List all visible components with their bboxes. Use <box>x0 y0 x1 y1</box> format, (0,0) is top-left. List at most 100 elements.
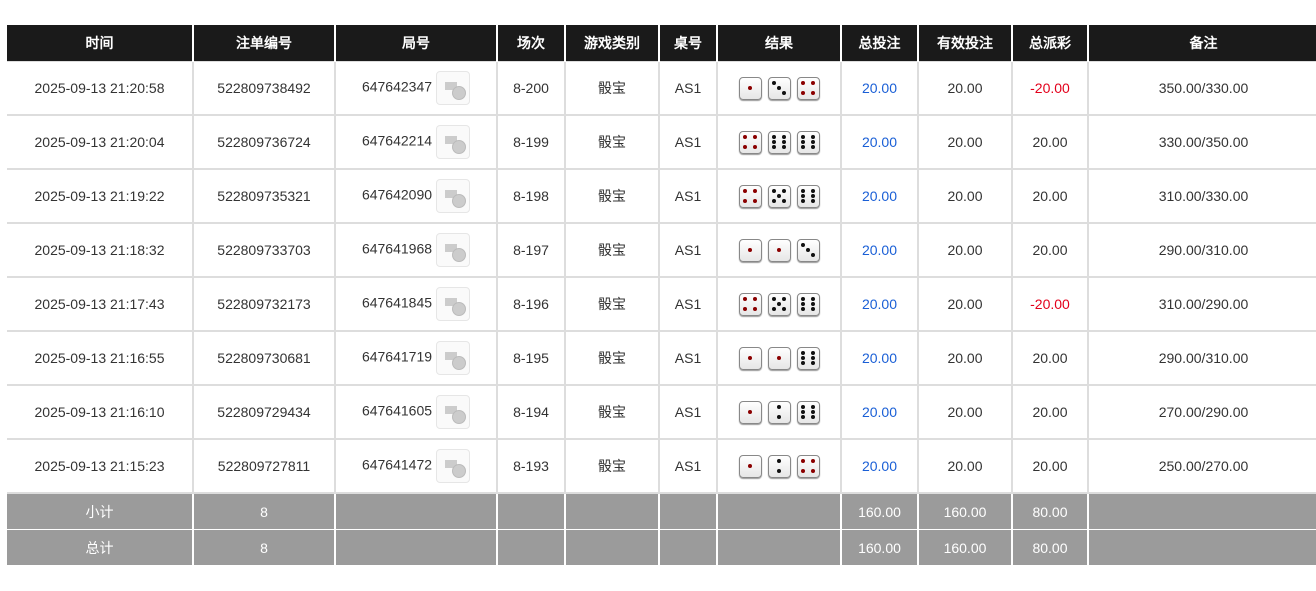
round-cell: 647642214 <box>335 114 498 170</box>
session-cell: 8-198 <box>497 168 566 224</box>
total-bet-cell: 20.00 <box>841 276 919 332</box>
total-bet-cell: 20.00 <box>841 438 919 494</box>
dice-5-icon <box>767 292 791 316</box>
column-header: 总派彩 <box>1012 25 1089 62</box>
result-cell <box>717 61 842 116</box>
total-valid-bet: 160.00 <box>918 529 1013 566</box>
payout-cell: 20.00 <box>1012 438 1089 494</box>
video-replay-icon[interactable] <box>436 287 471 321</box>
empty-cell <box>565 492 660 530</box>
note-cell: 330.00/350.00 <box>1088 114 1316 170</box>
result-cell <box>717 168 842 224</box>
payout-cell: 20.00 <box>1012 222 1089 278</box>
session-cell: 8-194 <box>497 384 566 440</box>
session-cell: 8-200 <box>497 61 566 116</box>
table-cell: AS1 <box>659 330 718 386</box>
table-header: 时间 注单编号 局号 场次 游戏类别 桌号 结果 总投注 有效投注 总派彩 备注 <box>7 25 1316 62</box>
dice-6-icon <box>796 130 820 154</box>
dice-1-icon <box>738 76 762 100</box>
game-type-cell: 骰宝 <box>565 384 660 440</box>
total-bet-cell: 20.00 <box>841 222 919 278</box>
dice-4-icon <box>796 454 820 478</box>
session-cell: 8-193 <box>497 438 566 494</box>
bet-id-cell: 522809736724 <box>193 114 336 170</box>
bet-id-cell: 522809727811 <box>193 438 336 494</box>
session-cell: 8-195 <box>497 330 566 386</box>
note-cell: 270.00/290.00 <box>1088 384 1316 440</box>
table-row: 2025-09-13 21:16:10 522809729434 647641605… <box>7 384 1316 440</box>
table-row: 2025-09-13 21:17:43 522809732173 647641845… <box>7 276 1316 332</box>
empty-cell <box>1088 529 1316 566</box>
game-type-cell: 骰宝 <box>565 114 660 170</box>
column-header: 游戏类别 <box>565 25 660 62</box>
total-row: 总计 8 160.00 160.00 80.00 <box>7 529 1316 566</box>
empty-cell <box>659 529 718 566</box>
round-number: 647641719 <box>361 348 433 365</box>
game-type-cell: 骰宝 <box>565 168 660 224</box>
result-cell <box>717 330 842 386</box>
payout-cell: 20.00 <box>1012 114 1089 170</box>
result-cell <box>717 384 842 440</box>
empty-cell <box>565 529 660 566</box>
round-number: 647642214 <box>361 132 433 149</box>
valid-bet-cell: 20.00 <box>918 276 1013 332</box>
total-bet-cell: 20.00 <box>841 330 919 386</box>
game-type-cell: 骰宝 <box>565 61 660 116</box>
video-replay-icon[interactable] <box>436 71 471 105</box>
session-cell: 8-196 <box>497 276 566 332</box>
round-number: 647642090 <box>361 186 433 203</box>
note-cell: 250.00/270.00 <box>1088 438 1316 494</box>
time-cell: 2025-09-13 21:20:04 <box>7 114 194 170</box>
video-replay-icon[interactable] <box>436 341 471 375</box>
dice-4-icon <box>738 130 762 154</box>
column-header: 备注 <box>1088 25 1316 62</box>
note-cell: 350.00/330.00 <box>1088 61 1316 116</box>
time-cell: 2025-09-13 21:16:10 <box>7 384 194 440</box>
dice-1-icon <box>767 238 791 262</box>
empty-cell <box>497 529 566 566</box>
bet-id-cell: 522809738492 <box>193 61 336 116</box>
bet-id-cell: 522809730681 <box>193 330 336 386</box>
dice-2-icon <box>767 454 791 478</box>
payout-cell: 20.00 <box>1012 168 1089 224</box>
payout-cell: 20.00 <box>1012 330 1089 386</box>
valid-bet-cell: 20.00 <box>918 168 1013 224</box>
video-replay-icon[interactable] <box>436 179 471 213</box>
table-cell: AS1 <box>659 384 718 440</box>
game-type-cell: 骰宝 <box>565 222 660 278</box>
round-number: 647641845 <box>361 294 433 311</box>
result-cell <box>717 438 842 494</box>
column-header: 注单编号 <box>193 25 336 62</box>
round-number: 647641605 <box>361 402 433 419</box>
bet-id-cell: 522809732173 <box>193 276 336 332</box>
payout-cell: -20.00 <box>1012 276 1089 332</box>
table-row: 2025-09-13 21:18:32 522809733703 647641968… <box>7 222 1316 278</box>
column-header: 桌号 <box>659 25 718 62</box>
valid-bet-cell: 20.00 <box>918 384 1013 440</box>
result-cell <box>717 276 842 332</box>
time-cell: 2025-09-13 21:17:43 <box>7 276 194 332</box>
video-replay-icon[interactable] <box>436 395 471 429</box>
payout-cell: -20.00 <box>1012 61 1089 116</box>
round-cell: 647641605 <box>335 384 498 440</box>
table-cell: AS1 <box>659 276 718 332</box>
video-replay-icon[interactable] <box>436 449 471 483</box>
empty-cell <box>335 492 498 530</box>
video-replay-icon[interactable] <box>436 125 471 159</box>
total-bet-cell: 20.00 <box>841 61 919 116</box>
valid-bet-cell: 20.00 <box>918 330 1013 386</box>
note-cell: 290.00/310.00 <box>1088 330 1316 386</box>
time-cell: 2025-09-13 21:19:22 <box>7 168 194 224</box>
result-cell <box>717 114 842 170</box>
result-cell <box>717 222 842 278</box>
video-replay-icon[interactable] <box>436 233 471 267</box>
dice-5-icon <box>767 184 791 208</box>
game-type-cell: 骰宝 <box>565 330 660 386</box>
dice-4-icon <box>738 184 762 208</box>
table-cell: AS1 <box>659 168 718 224</box>
bet-records-table: 时间 注单编号 局号 场次 游戏类别 桌号 结果 总投注 有效投注 总派彩 备注 2025-09-1… <box>7 25 1316 566</box>
total-bet-cell: 20.00 <box>841 114 919 170</box>
bet-id-cell: 522809733703 <box>193 222 336 278</box>
total-total-bet: 160.00 <box>841 529 919 566</box>
table-cell: AS1 <box>659 222 718 278</box>
